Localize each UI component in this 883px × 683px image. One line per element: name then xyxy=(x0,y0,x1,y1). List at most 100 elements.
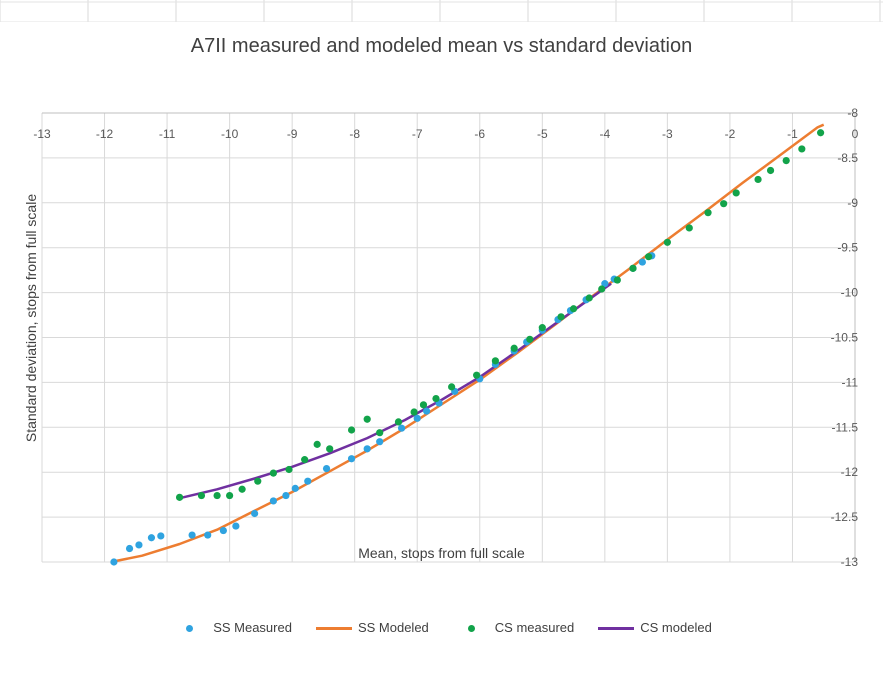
legend-item-ss-measured: SS Measured xyxy=(171,620,292,635)
data-point-ss-measured xyxy=(291,484,299,492)
data-point-ss-measured xyxy=(125,544,134,553)
data-point-ss-measured xyxy=(204,531,212,539)
x-tick-label: -4 xyxy=(600,127,611,141)
data-point-cs-measured xyxy=(254,477,262,485)
x-tick-label: -9 xyxy=(287,127,298,141)
series-line-cs-modeled xyxy=(179,282,612,500)
data-point-ss-measured xyxy=(347,455,356,463)
y-tick-label: -12 xyxy=(841,465,859,479)
data-point-cs-measured xyxy=(376,429,384,437)
data-point-ss-measured xyxy=(110,558,118,566)
data-point-cs-measured xyxy=(798,145,806,153)
y-tick-label: -11.5 xyxy=(832,420,859,434)
data-point-cs-measured xyxy=(598,285,606,293)
data-point-ss-measured xyxy=(219,526,227,535)
data-point-cs-measured xyxy=(473,371,481,379)
x-tick-label: -13 xyxy=(33,127,51,141)
data-point-cs-measured xyxy=(754,175,762,184)
legend-item-cs-measured: CS measured xyxy=(453,620,574,635)
y-axis-title: Standard deviation, stops from full scal… xyxy=(23,193,39,443)
data-point-cs-measured xyxy=(766,166,775,175)
data-point-ss-measured xyxy=(413,414,421,422)
data-point-ss-measured xyxy=(135,541,143,549)
data-point-cs-measured xyxy=(613,276,621,284)
data-point-cs-measured xyxy=(685,224,693,232)
data-point-ss-measured xyxy=(147,534,156,542)
data-point-cs-measured xyxy=(704,209,712,217)
data-point-cs-measured xyxy=(197,491,206,500)
legend-item-cs-modeled: CS modeled xyxy=(598,620,712,635)
x-tick-label: -8 xyxy=(349,127,360,141)
data-point-cs-measured xyxy=(526,335,534,343)
data-point-cs-measured xyxy=(569,305,578,313)
data-point-ss-measured xyxy=(638,258,646,266)
legend-line-ss-modeled xyxy=(315,622,352,634)
data-point-cs-measured xyxy=(510,344,518,352)
data-point-cs-measured xyxy=(663,238,671,246)
data-point-cs-measured xyxy=(410,408,418,416)
y-tick-label: -9.5 xyxy=(837,241,858,255)
x-tick-label: -7 xyxy=(412,127,423,141)
data-point-cs-measured xyxy=(363,415,371,423)
y-tick-label: -10.5 xyxy=(831,331,859,345)
data-point-ss-measured xyxy=(282,491,290,500)
legend-label-cs-modeled: CS modeled xyxy=(640,620,712,635)
x-tick-label: -6 xyxy=(474,127,485,141)
data-point-ss-measured xyxy=(363,445,371,453)
data-point-cs-measured xyxy=(238,485,246,493)
data-point-cs-measured xyxy=(720,200,728,208)
data-point-cs-measured xyxy=(285,465,293,474)
legend-marker-ss-measured xyxy=(171,622,207,634)
legend-label-ss-modeled: SS Modeled xyxy=(357,620,429,635)
y-tick-label: -12.5 xyxy=(831,510,859,524)
data-point-cs-measured xyxy=(629,264,637,272)
data-point-cs-measured xyxy=(394,418,403,426)
y-tick-label: -8.5 xyxy=(837,151,858,165)
data-point-cs-measured xyxy=(645,253,653,261)
data-point-ss-measured xyxy=(269,497,277,505)
data-point-cs-measured xyxy=(491,357,500,365)
data-point-cs-measured xyxy=(432,394,440,403)
x-tick-label: -1 xyxy=(787,127,798,141)
x-tick-label: -3 xyxy=(662,127,673,141)
y-tick-label: -13 xyxy=(841,555,859,569)
y-tick-label: -11 xyxy=(842,375,859,389)
y-tick-label: -10 xyxy=(841,286,859,300)
legend-label-cs-measured: CS measured xyxy=(494,620,575,635)
data-point-cs-measured xyxy=(817,129,825,137)
data-point-cs-measured xyxy=(226,491,234,500)
legend: SS Measured SS Modeled CS measured CS mo… xyxy=(0,620,883,635)
data-point-ss-measured xyxy=(601,280,609,288)
data-point-cs-measured xyxy=(782,156,790,165)
x-tick-label: -10 xyxy=(221,127,239,141)
data-point-cs-measured xyxy=(448,383,456,391)
data-point-cs-measured xyxy=(347,426,356,434)
data-point-cs-measured xyxy=(585,294,593,302)
y-tick-label: -9 xyxy=(847,196,858,210)
legend-item-ss-modeled: SS Modeled xyxy=(315,620,429,635)
x-tick-label: -11 xyxy=(159,127,176,141)
chart-title: A7II measured and modeled mean vs standa… xyxy=(190,35,693,57)
x-tick-label: -5 xyxy=(537,127,548,141)
legend-label-ss-measured: SS Measured xyxy=(213,620,292,635)
data-point-cs-measured xyxy=(732,189,740,197)
data-point-ss-measured xyxy=(157,532,165,540)
chart-area[interactable] xyxy=(0,22,883,683)
data-point-ss-measured xyxy=(322,465,331,473)
x-tick-label: -12 xyxy=(96,127,114,141)
data-point-cs-measured xyxy=(538,324,546,332)
x-tick-label: -2 xyxy=(725,127,736,141)
legend-line-cs-modeled xyxy=(598,622,635,634)
data-point-ss-measured xyxy=(232,522,240,530)
x-tick-label: 0 xyxy=(852,127,859,141)
data-point-cs-measured xyxy=(313,440,321,448)
data-point-ss-measured xyxy=(251,509,259,518)
data-point-cs-measured xyxy=(175,493,184,501)
legend-marker-cs-measured xyxy=(453,622,489,634)
data-point-cs-measured xyxy=(301,456,309,464)
data-point-ss-measured xyxy=(304,477,312,485)
data-point-ss-measured xyxy=(397,424,406,432)
data-point-ss-measured xyxy=(188,531,196,539)
y-tick-label: -8 xyxy=(847,106,858,120)
data-point-cs-measured xyxy=(269,469,277,477)
